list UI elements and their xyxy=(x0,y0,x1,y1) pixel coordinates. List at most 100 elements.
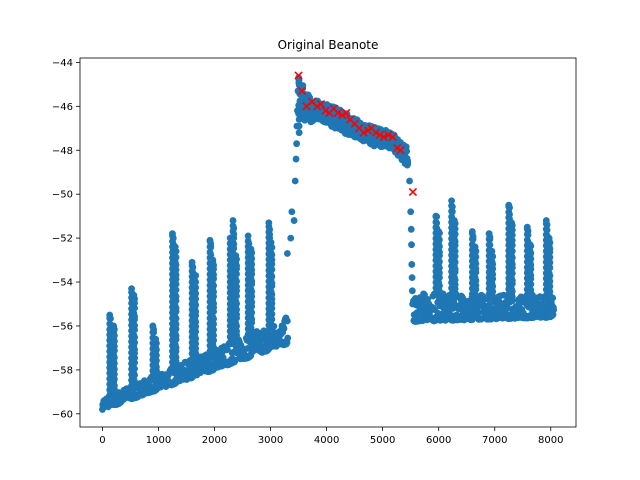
peak-point xyxy=(172,261,180,269)
y-tick-label: −50 xyxy=(52,190,73,201)
peak-point xyxy=(546,259,554,266)
x-marker xyxy=(342,108,351,118)
peak-point xyxy=(489,288,497,296)
x-marker xyxy=(333,108,342,118)
peak-point xyxy=(244,232,252,240)
peak-point xyxy=(489,260,497,268)
peak-point xyxy=(436,236,443,244)
peak-point xyxy=(192,301,200,309)
peak-point xyxy=(210,271,218,278)
peak-point xyxy=(436,243,443,250)
y-tick-label: −48 xyxy=(52,146,73,157)
y-tick-label: −58 xyxy=(52,365,73,376)
peak-point xyxy=(233,322,240,330)
peak-point xyxy=(436,287,443,295)
peak-point xyxy=(489,253,497,260)
peak-point xyxy=(192,328,200,335)
peak-point xyxy=(131,354,138,362)
peak-point xyxy=(527,292,535,300)
peak-point xyxy=(468,228,476,235)
y-tick-label: −52 xyxy=(52,234,73,245)
peak-point xyxy=(472,265,480,273)
peak-point xyxy=(508,231,516,239)
peak-point xyxy=(266,226,274,234)
peak-point xyxy=(149,322,157,330)
x-tick-label: 6000 xyxy=(426,435,451,446)
plateau-point xyxy=(404,158,412,166)
peak-point xyxy=(472,260,480,268)
plot-frame xyxy=(79,57,577,428)
peak-point xyxy=(210,300,218,307)
peak-point xyxy=(210,336,218,344)
data-point xyxy=(280,325,288,332)
plateau-point xyxy=(295,122,303,130)
peak-point xyxy=(469,233,477,240)
peak-point xyxy=(131,339,138,347)
peak-point xyxy=(545,234,553,242)
peak-point xyxy=(267,239,275,246)
points-layer xyxy=(99,74,558,413)
peak-point xyxy=(542,217,550,224)
x-marker xyxy=(388,132,397,142)
data-point xyxy=(231,356,239,364)
peak-point xyxy=(471,243,479,251)
ramp-point xyxy=(293,140,301,148)
peak-point xyxy=(153,346,160,354)
peak-point xyxy=(233,292,240,300)
peak-point xyxy=(131,313,138,320)
x-tick-label: 4000 xyxy=(314,435,339,446)
peak-point xyxy=(268,323,276,331)
x-marker xyxy=(379,132,388,142)
data-point xyxy=(550,306,558,314)
peak-point xyxy=(268,316,276,323)
peak-point xyxy=(248,298,256,306)
markers-layer xyxy=(294,71,418,197)
peak-point xyxy=(436,258,443,266)
peak-point xyxy=(527,261,535,269)
peak-point xyxy=(171,243,179,251)
peak-point xyxy=(436,248,443,256)
peak-point xyxy=(432,212,440,220)
peak-point xyxy=(526,241,534,249)
peak-point xyxy=(527,255,535,263)
ramp-point xyxy=(287,234,295,242)
peak-point xyxy=(268,266,276,273)
peak-point xyxy=(485,230,493,238)
peak-point xyxy=(172,320,180,328)
peak-point xyxy=(451,281,459,289)
peak-point xyxy=(172,365,180,373)
peak-point xyxy=(435,228,443,235)
drop-point xyxy=(408,287,416,295)
peak-point xyxy=(128,285,135,293)
peak-point xyxy=(268,256,276,264)
peak-point xyxy=(451,290,459,298)
peak-point xyxy=(188,258,196,266)
peak-point xyxy=(192,308,200,316)
x-marker xyxy=(302,102,311,111)
x-tick-label: 8000 xyxy=(538,435,563,446)
peak-point xyxy=(131,333,138,341)
peak-point xyxy=(192,318,200,326)
peak-point xyxy=(489,293,497,301)
peak-point xyxy=(131,365,138,373)
peak-point xyxy=(172,315,180,322)
peak-point xyxy=(508,237,516,244)
peak-point xyxy=(546,264,554,272)
ramp-point xyxy=(283,250,291,257)
peak-point xyxy=(436,269,443,277)
peak-point xyxy=(192,335,200,343)
peak-point xyxy=(546,288,554,295)
x-marker xyxy=(312,102,322,111)
peak-point xyxy=(508,247,516,255)
peak-point xyxy=(192,278,200,286)
peak-point xyxy=(172,344,180,351)
peak-point xyxy=(448,208,456,216)
peak-point xyxy=(450,217,458,224)
peak-point xyxy=(268,273,276,280)
peak-point xyxy=(436,282,443,290)
drop-point xyxy=(407,208,415,216)
peak-point xyxy=(111,354,118,361)
peak-point xyxy=(192,345,200,352)
peak-point xyxy=(451,237,459,245)
peak-point xyxy=(111,332,118,339)
